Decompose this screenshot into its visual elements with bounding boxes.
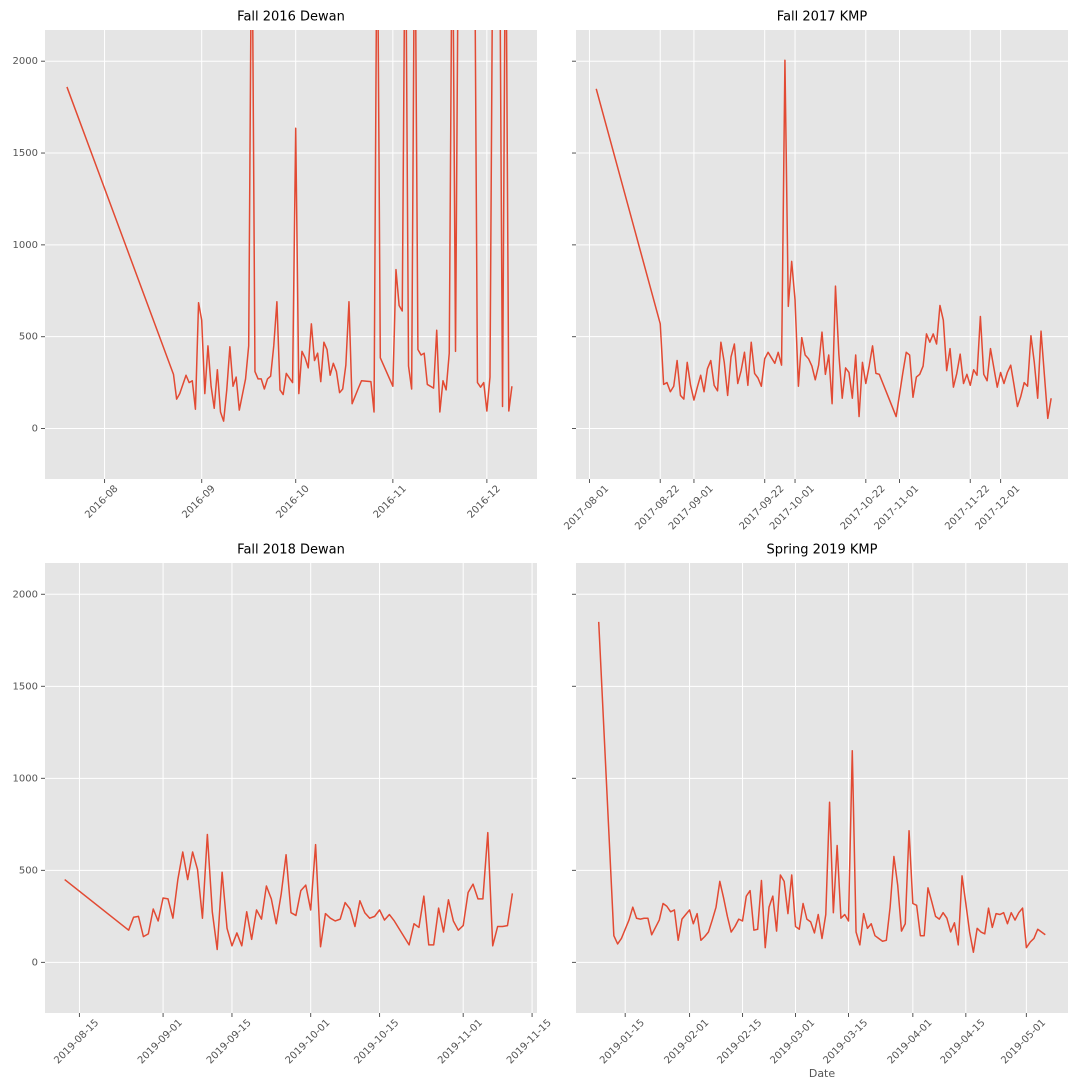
subplot: 2019-01-15 2019-02-01 2019-02-15 2019-03-01… — [572, 543, 1068, 1080]
x-tick-label: 2019-10-01 — [284, 1017, 333, 1066]
x-tick-label: 2019-05-01 — [999, 1017, 1048, 1066]
x-tick-label: 2016-11 — [372, 483, 409, 520]
x-tick-label: 2019-11-01 — [436, 1017, 485, 1066]
y-tick-label: 1500 — [13, 681, 38, 692]
y-tick-label: 1500 — [13, 148, 38, 159]
plot-area — [66, 30, 513, 422]
x-tick-label: 2019-09-15 — [205, 1017, 254, 1066]
x-tick-label: 2019-02-15 — [715, 1017, 764, 1066]
data-line — [64, 831, 514, 951]
y-tick-label: 1000 — [13, 773, 38, 784]
x-tick-label: 2016-12 — [466, 483, 503, 520]
y-tick-label: 0 — [32, 957, 38, 968]
x-tick-label: 2019-08-15 — [52, 1017, 101, 1066]
x-tick-label: 2019-04-01 — [886, 1017, 935, 1066]
plot-background — [576, 563, 1068, 1013]
x-tick-label: 2017-08-01 — [562, 483, 611, 532]
plot-area — [597, 621, 1046, 954]
x-tick-label: 2016-09 — [180, 483, 217, 520]
x-tick-label: 2019-01-15 — [598, 1017, 647, 1066]
data-line — [595, 59, 1052, 420]
y-tick-label: 1000 — [13, 240, 38, 251]
x-tick-label: 2019-04-15 — [939, 1017, 988, 1066]
x-tick-label: 2019-10-15 — [352, 1017, 401, 1066]
x-tick-label: 2016-08 — [83, 483, 120, 520]
plot-background — [45, 30, 537, 479]
data-line — [66, 30, 513, 422]
subplot-title: Spring 2019 KMP — [767, 543, 878, 558]
plot-area — [64, 831, 514, 951]
data-line — [597, 621, 1046, 954]
y-tick-label: 2000 — [13, 589, 38, 600]
subplot: 0 500 1000 1500 2000 2016-08 2016-09 2016-10 201… — [13, 10, 537, 521]
x-tick-label: 2019-03-15 — [821, 1017, 870, 1066]
y-tick-label: 500 — [19, 332, 38, 343]
subplot: 0 500 1000 1500 2000 2019-08-15 2019-09-01 2019… — [13, 543, 554, 1067]
x-tick-label: 2016-10 — [274, 483, 311, 520]
subplot-title: Fall 2018 Dewan — [237, 543, 345, 558]
x-axis-label: Date — [809, 1067, 836, 1080]
plot-background — [576, 30, 1068, 479]
x-tick-label: 2019-03-01 — [768, 1017, 817, 1066]
plot-area — [595, 59, 1052, 420]
y-tick-label: 2000 — [13, 56, 38, 67]
plot-background — [45, 563, 537, 1013]
y-tick-label: 0 — [32, 423, 38, 434]
subplot-title: Fall 2016 Dewan — [237, 10, 345, 25]
x-tick-label: 2019-09-01 — [136, 1017, 185, 1066]
x-tick-label: 2019-02-01 — [662, 1017, 711, 1066]
x-tick-label: 2019-11-15 — [505, 1017, 554, 1066]
y-tick-label: 500 — [19, 865, 38, 876]
subplot-title: Fall 2017 KMP — [777, 10, 868, 25]
